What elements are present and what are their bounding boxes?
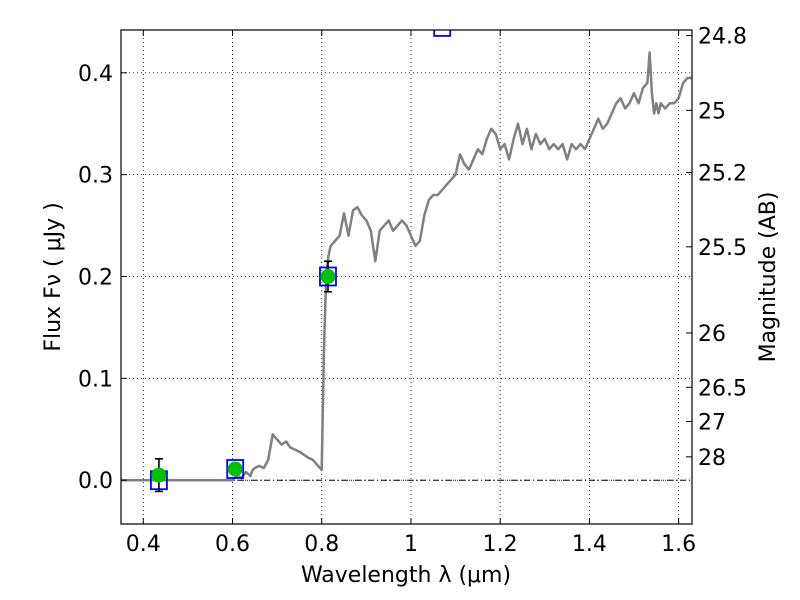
x-tick-label: 0.6 <box>215 532 250 557</box>
x-axis-label: Wavelength λ (μm) <box>301 563 511 588</box>
magnitude-tick-label: 28 <box>698 446 726 471</box>
x-tick-label: 1 <box>404 532 418 557</box>
observed-photometry-point <box>227 461 243 477</box>
y-tick-label: 0.4 <box>78 62 113 87</box>
y-tick-label: 0.2 <box>78 265 113 290</box>
y-axis-label: Flux Fν ( μJy ) <box>41 202 66 351</box>
x-tick-label: 1.4 <box>572 532 607 557</box>
observed-photometry-point <box>320 268 336 284</box>
y-tick-label: 0.0 <box>78 469 113 494</box>
model-spectrum-line <box>121 51 692 482</box>
x-tick-label: 0.8 <box>304 532 339 557</box>
magnitude-tick-label: 25 <box>698 99 726 124</box>
magnitude-tick-label: 26.5 <box>698 376 747 401</box>
right-axis-label: Magnitude (AB) <box>756 192 781 363</box>
magnitude-tick-label: 26 <box>698 322 726 347</box>
series-layer <box>121 30 692 493</box>
x-tick-label: 0.4 <box>126 532 161 557</box>
x-tick-label: 1.2 <box>483 532 518 557</box>
magnitude-tick-labels: 24.8 25 25.2 25.5 26 26.5 27 28 <box>698 25 747 471</box>
y-tick-label: 0.3 <box>78 164 113 189</box>
plot-frame <box>120 29 693 525</box>
plot-background <box>121 30 692 524</box>
tick-marks <box>121 30 692 524</box>
magnitude-tick-label: 25.2 <box>698 162 747 187</box>
model-photometry-square <box>433 30 452 37</box>
x-tick-label: 1.6 <box>661 532 696 557</box>
y-tick-label: 0.1 <box>78 367 113 392</box>
x-tick-labels: 0.4 0.6 0.8 1 1.2 1.4 1.6 <box>126 532 696 557</box>
magnitude-tick-label: 27 <box>698 411 726 436</box>
model-photometry-square <box>226 459 245 479</box>
observed-photometry-point <box>151 467 167 483</box>
magnitude-tick-label: 24.8 <box>698 25 747 50</box>
y-tick-labels: 0.0 0.1 0.2 0.3 0.4 <box>78 62 113 494</box>
magnitude-tick-label: 25.5 <box>698 236 747 261</box>
